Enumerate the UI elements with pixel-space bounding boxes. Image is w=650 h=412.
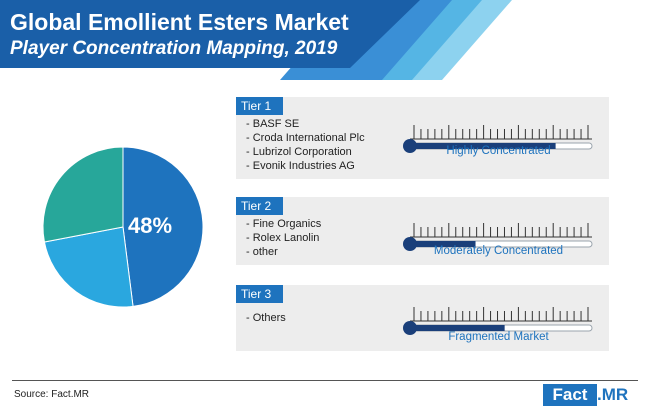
tier-2-gauge <box>403 223 593 251</box>
player-item: - Rolex Lanolin <box>246 232 320 244</box>
tier-3-gauge-label: Fragmented Market <box>448 331 549 343</box>
pie-slices <box>42 146 204 308</box>
tier-3-panel: Tier 3 - Others Fragmented Market <box>236 285 609 351</box>
factmr-logo: Fact .MR <box>543 384 640 406</box>
concentration-pie-chart: 48% <box>42 146 204 308</box>
source-note: Source: Fact.MR <box>14 389 90 400</box>
pie-percentage-label: 48% <box>128 213 172 238</box>
player-item: - Others <box>246 312 286 324</box>
logo-part-fact: Fact <box>543 384 597 406</box>
tier-2-player-list: - Fine Organics - Rolex Lanolin - other <box>246 217 321 259</box>
logo-part-mr: .MR <box>597 385 629 404</box>
tier-3-player-list: - Others <box>246 311 286 325</box>
tier-1-player-list: - BASF SE - Croda International Plc - Lu… <box>246 117 365 173</box>
tier-1-label: Tier 1 <box>236 97 284 115</box>
player-item: - other <box>246 246 278 258</box>
pie-slice-1 <box>122 146 204 307</box>
tier-2-panel: Tier 2 - Fine Organics - Rolex Lanolin -… <box>236 197 609 265</box>
footer-divider <box>12 380 638 381</box>
player-item: - Fine Organics <box>246 218 322 230</box>
page-subtitle: Player Concentration Mapping, 2019 <box>10 38 338 59</box>
tier-2-label: Tier 2 <box>236 197 284 215</box>
tier-1-gauge <box>403 125 593 153</box>
player-item: - BASF SE <box>246 118 300 130</box>
gauge-bulb <box>403 237 417 251</box>
gauge-fill <box>410 241 476 247</box>
banner-main <box>0 0 420 68</box>
pie-slice-2 <box>43 226 134 308</box>
player-item: - Evonik Industries AG <box>246 160 355 172</box>
player-item: - Lubrizol Corporation <box>246 146 352 158</box>
tier-1-gauge-label: Highly Concentrated <box>446 145 551 157</box>
tier-3-label: Tier 3 <box>236 285 284 303</box>
page-title: Global Emollient Esters Market <box>10 9 349 35</box>
gauge-bulb <box>403 139 417 153</box>
tier-3-gauge <box>403 307 593 335</box>
tier-1-panel: Tier 1 - BASF SE - Croda International P… <box>236 97 609 179</box>
gauge-bulb <box>403 321 417 335</box>
player-item: - Croda International Plc <box>246 132 365 144</box>
banner-graphic <box>0 0 512 80</box>
tier-2-gauge-label: Moderately Concentrated <box>433 245 564 257</box>
pie-slice-3 <box>42 146 124 243</box>
gauge-fill <box>410 325 505 331</box>
gauge-fill <box>410 143 556 149</box>
